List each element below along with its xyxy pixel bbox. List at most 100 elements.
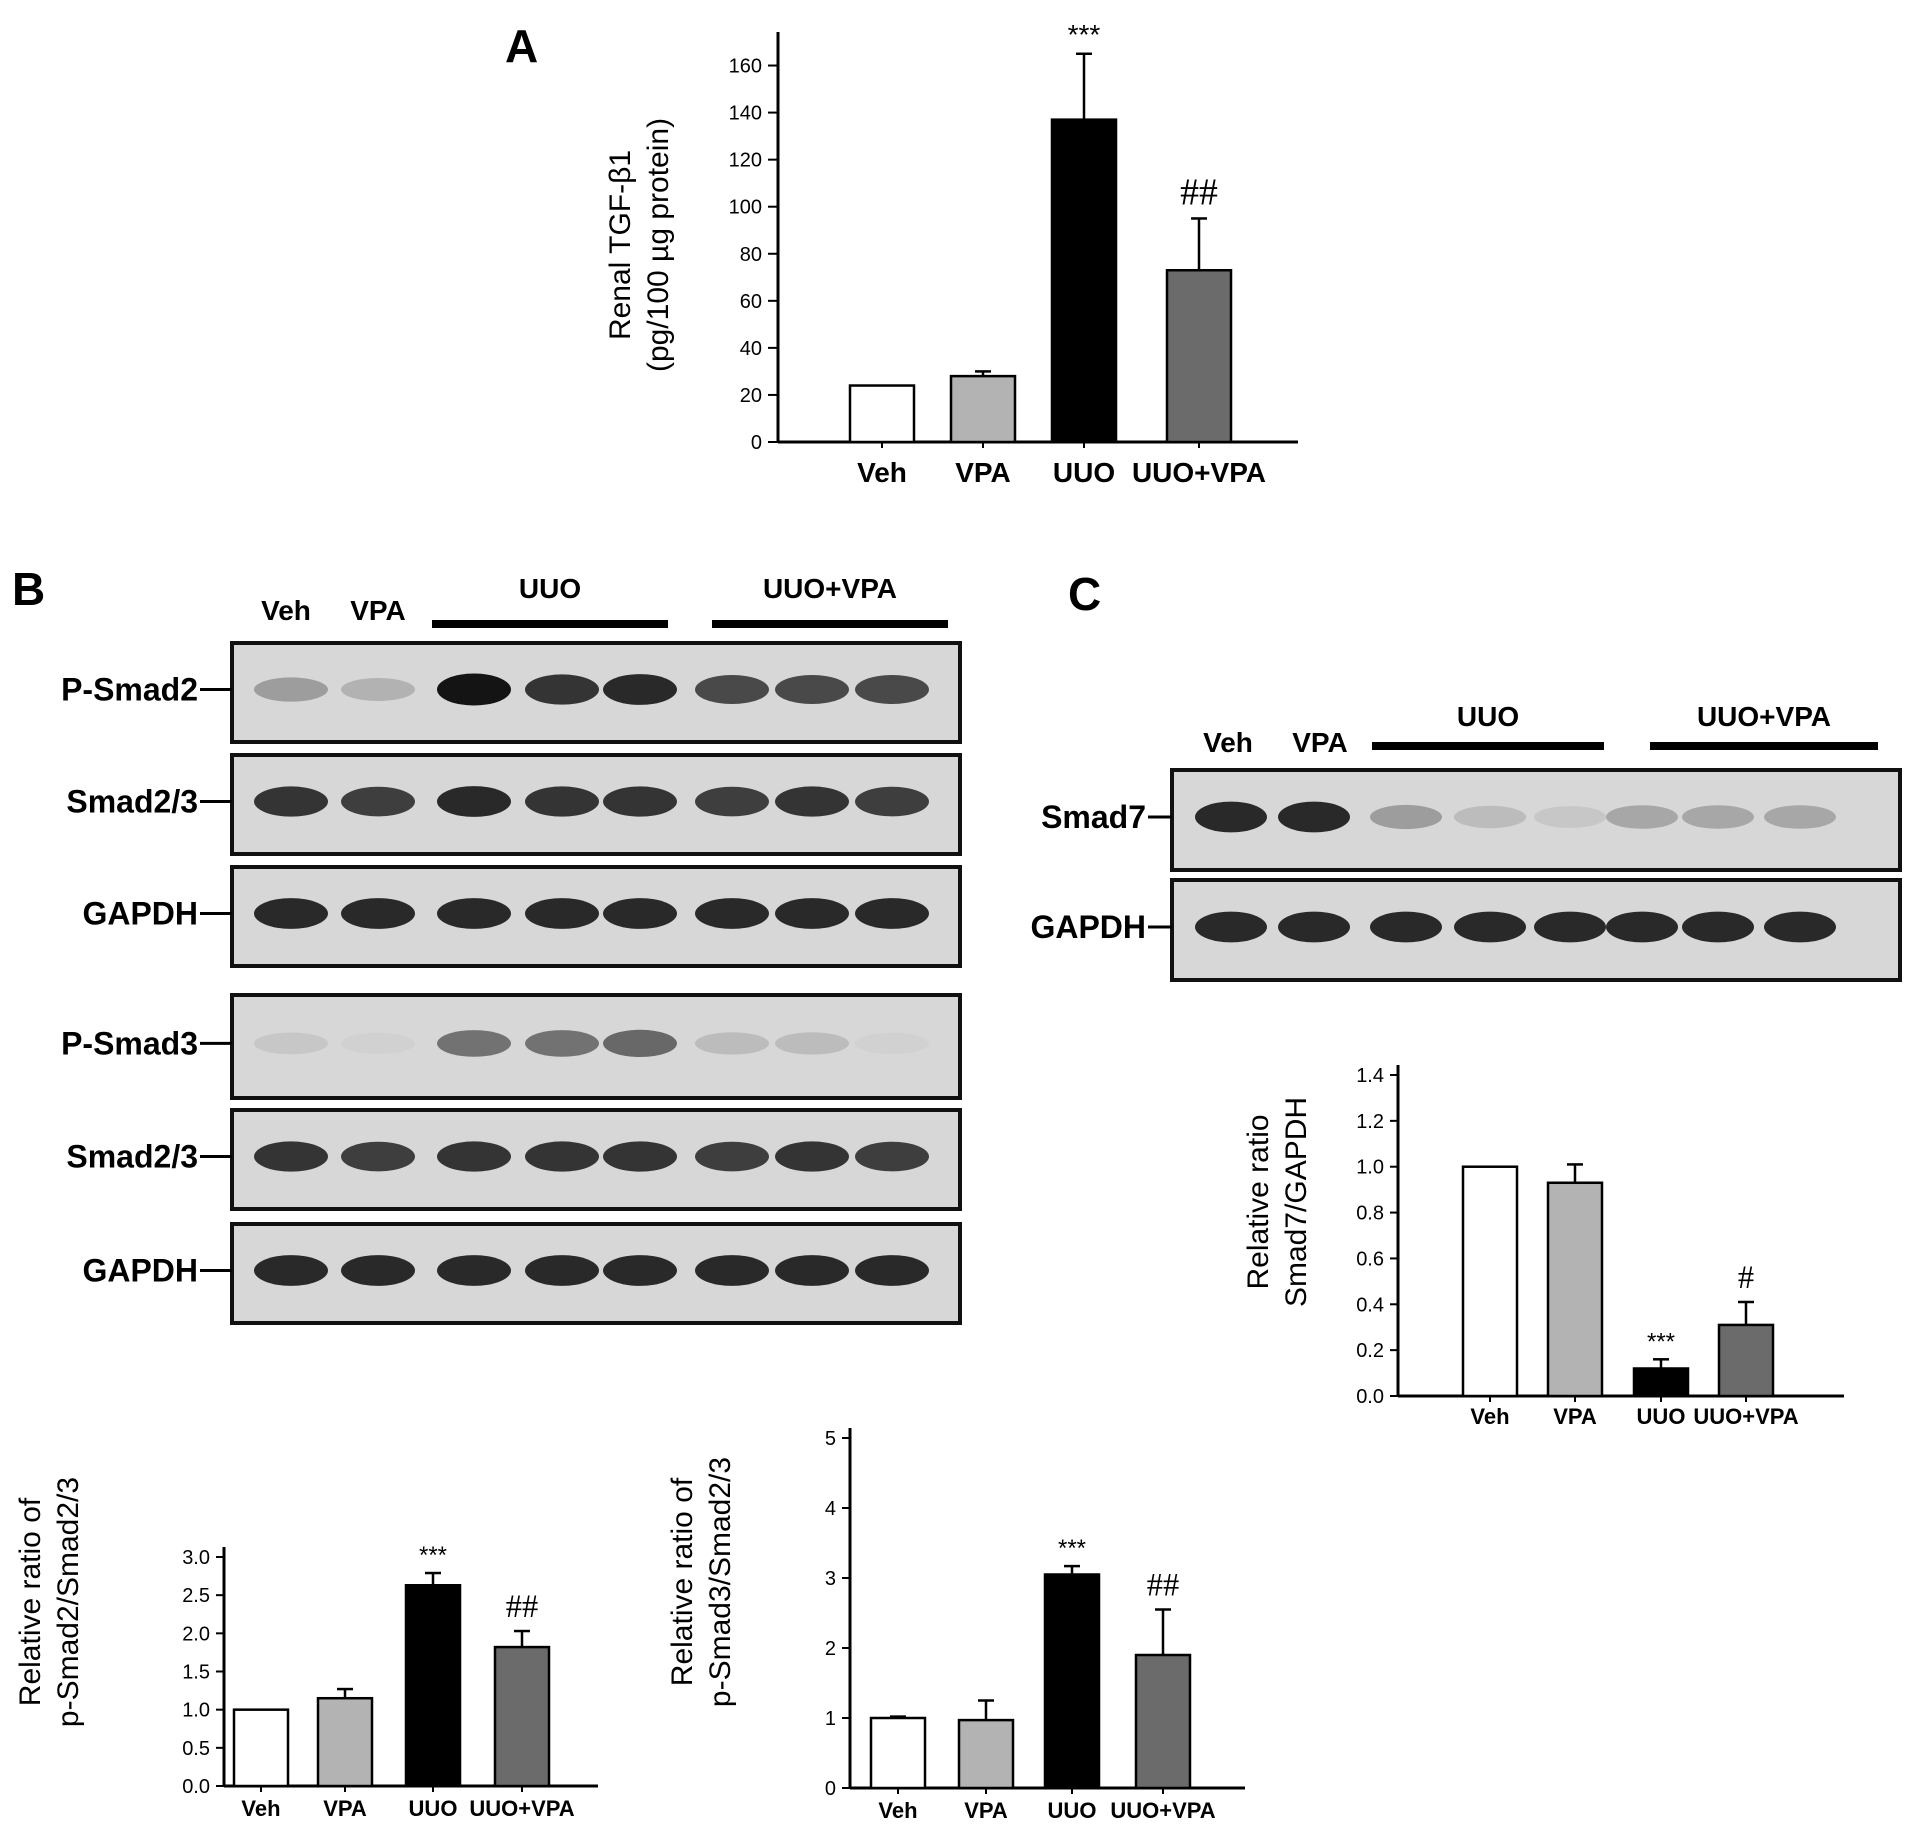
significance-annotation: ***	[1647, 1328, 1675, 1355]
panel-b-left-ylabel-line1: Relative ratio of	[14, 1497, 47, 1706]
blot-band	[775, 1141, 849, 1172]
blot-band	[437, 898, 511, 929]
category-label: Veh	[857, 457, 907, 488]
blot-band	[437, 673, 511, 706]
blot-band	[254, 677, 328, 702]
blot-band	[775, 675, 849, 705]
category-label: Veh	[241, 1796, 280, 1821]
significance-annotation: ##	[1180, 171, 1218, 213]
panel-a-ylabel-line1: Renal TGF-β1	[604, 150, 637, 340]
y-tick-label: 80	[740, 244, 762, 266]
blot-band	[1534, 806, 1606, 828]
blot-band	[695, 1255, 769, 1286]
blot-band	[1454, 805, 1526, 829]
blot-band	[855, 675, 929, 705]
panel-b-right-ylabel: Relative ratio of p-Smad3/Smad2/3	[666, 1457, 737, 1707]
group-label: UUO+VPA	[763, 573, 897, 604]
blot-band	[1278, 911, 1350, 943]
y-tick-label: 1.0	[1356, 1157, 1384, 1179]
y-tick-label: 40	[740, 338, 762, 360]
bar-vpa	[949, 374, 1017, 444]
category-label: VPA	[323, 1796, 367, 1821]
blot-band	[525, 1255, 599, 1286]
category-label: VPA	[964, 1798, 1008, 1823]
y-tick-label: 2.0	[182, 1623, 210, 1645]
blot-band	[525, 898, 599, 929]
blot-band	[603, 1029, 677, 1058]
blot-band	[695, 786, 769, 817]
y-tick-label: 100	[729, 197, 762, 219]
panel-c-ylabel-line2: Smad7/GAPDH	[1280, 1097, 1313, 1307]
panel-label-c: C	[1068, 568, 1101, 620]
chart-b-left: 0.0 0.5 1.0 1.5 2.0 2.5 3.0 Veh VPA UUO UUO+VPA ***…	[182, 1542, 598, 1821]
group-label: UUO	[519, 573, 581, 604]
bar-veh	[232, 1708, 290, 1788]
bar-veh	[848, 384, 916, 444]
blot-band	[695, 1032, 769, 1055]
bar-uuo-plus-vpa	[1717, 1323, 1775, 1398]
bar-uuo	[1632, 1367, 1690, 1398]
blot-band	[855, 1255, 929, 1286]
panel-b-left-ylabel-line2: p-Smad2/Smad2/3	[52, 1477, 85, 1727]
blot-band	[855, 1141, 929, 1172]
blot-band	[1370, 911, 1442, 943]
bar-veh	[1461, 1165, 1519, 1398]
blot-row-label: Smad2/3	[66, 784, 198, 820]
western-blots: Veh VPA UUO UUO+VPA P-Smad2 Smad2/3 GAPDH P-Sma…	[61, 573, 1902, 1325]
bar-veh	[869, 1716, 927, 1790]
bar-vpa	[1546, 1181, 1604, 1398]
category-label: UUO	[1637, 1404, 1686, 1429]
blot-band	[254, 786, 328, 817]
panel-label-b: B	[12, 563, 45, 615]
blot-row-gapdh: GAPDH	[82, 1222, 962, 1325]
y-tick-label: 140	[729, 103, 762, 125]
blot-row-p-smad2: P-Smad2	[61, 641, 962, 744]
category-label: UUO+VPA	[1110, 1798, 1215, 1823]
blot-band	[855, 786, 929, 817]
blot-band	[254, 1032, 328, 1055]
blot-band	[1682, 911, 1754, 943]
lane-label: VPA	[1292, 727, 1348, 758]
blot-band	[775, 898, 849, 929]
blot-band	[855, 1032, 929, 1055]
y-tick-label: 2	[825, 1638, 836, 1660]
blot-row-label: GAPDH	[1030, 909, 1146, 945]
blot-row-smad2-3: Smad2/3	[66, 753, 962, 856]
y-tick-label: 0.6	[1356, 1248, 1384, 1270]
blot-band	[1195, 801, 1267, 833]
panel-c-ylabel-line1: Relative ratio	[1242, 1114, 1275, 1289]
blot-row-gapdh: GAPDH	[82, 865, 962, 968]
category-label: VPA	[955, 457, 1011, 488]
blot-panel-b: Veh VPA UUO UUO+VPA P-Smad2 Smad2/3 GAPDH P-Sma…	[61, 573, 962, 1325]
blot-band	[525, 786, 599, 817]
blot-band	[603, 786, 677, 817]
category-label: Veh	[878, 1798, 917, 1823]
blot-band	[1278, 801, 1350, 833]
lane-label: Veh	[1203, 727, 1253, 758]
y-tick-label: 20	[740, 385, 762, 407]
category-label: VPA	[1553, 1404, 1597, 1429]
significance-annotation: ***	[1058, 1535, 1086, 1562]
blot-panel-c: Veh VPA UUO UUO+VPA Smad7 GAPDH	[1030, 701, 1902, 982]
panel-a-ylabel-line2: (pg/100 µg protein)	[642, 118, 675, 372]
y-tick-label: 120	[729, 150, 762, 172]
blot-band	[341, 678, 415, 702]
y-tick-label: 0.5	[182, 1738, 210, 1760]
category-label: UUO+VPA	[1693, 1404, 1798, 1429]
blot-band	[603, 674, 677, 705]
category-label: Veh	[1470, 1404, 1509, 1429]
y-tick-label: 60	[740, 291, 762, 313]
significance-annotation: #	[1738, 1260, 1754, 1296]
significance-annotation: ***	[419, 1542, 447, 1569]
bar-vpa	[957, 1718, 1015, 1790]
y-tick-label: 0.0	[1356, 1386, 1384, 1408]
y-tick-label: 160	[729, 56, 762, 78]
blot-band	[437, 1030, 511, 1057]
blot-row-p-smad3: P-Smad3	[61, 993, 962, 1100]
group-label: UUO+VPA	[1697, 701, 1831, 732]
lane-label: Veh	[261, 595, 311, 626]
y-tick-label: 1.2	[1356, 1111, 1384, 1133]
category-label: UUO+VPA	[469, 1796, 574, 1821]
panel-a-ylabel: Renal TGF-β1 (pg/100 µg protein)	[604, 118, 675, 372]
